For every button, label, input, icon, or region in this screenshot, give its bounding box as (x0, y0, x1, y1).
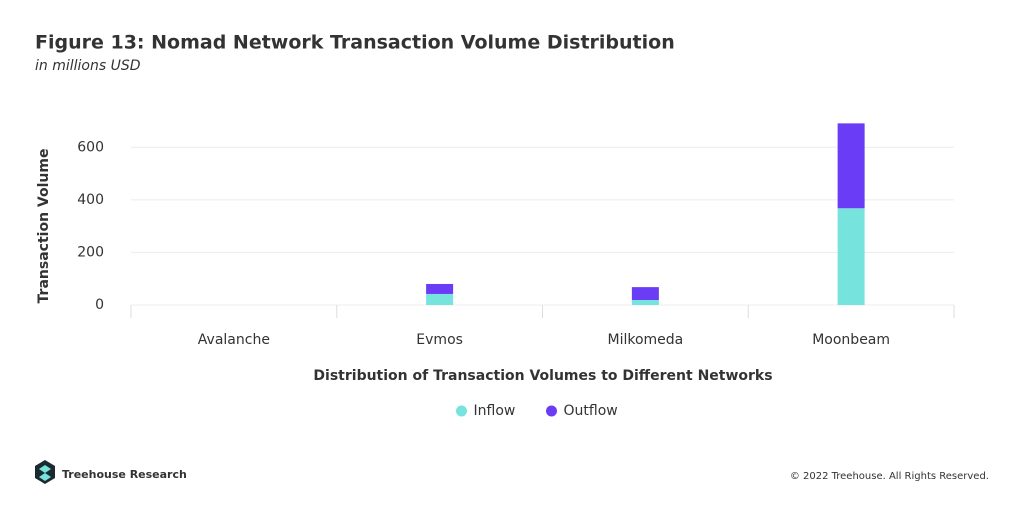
bar (631, 287, 659, 301)
y-tick-label: 200 (77, 244, 104, 260)
bar (837, 123, 865, 209)
y-tick-label: 400 (77, 192, 104, 208)
y-tick-label: 0 (95, 297, 104, 313)
x-tick-label: Moonbeam (812, 332, 890, 348)
copyright: © 2022 Treehouse. All Rights Reserved. (790, 471, 989, 482)
y-axis-label: Transaction Volume (36, 149, 52, 304)
legend-label[interactable]: Inflow (474, 403, 516, 419)
x-tick-label: Evmos (416, 332, 463, 348)
bar (426, 283, 454, 294)
bar (426, 293, 454, 305)
bar (631, 300, 659, 305)
x-tick-label: Avalanche (198, 332, 270, 348)
brand: Treehouse Research (62, 468, 187, 481)
x-tick-label: Milkomeda (608, 332, 684, 348)
x-axis-label: Distribution of Transaction Volumes to D… (313, 368, 772, 384)
logo (35, 460, 55, 484)
legend-label[interactable]: Outflow (564, 403, 618, 419)
chart-title: Figure 13: Nomad Network Transaction Vol… (35, 32, 675, 54)
bar (837, 208, 865, 305)
legend-marker[interactable] (456, 405, 467, 417)
chart-subtitle: in millions USD (35, 58, 141, 74)
y-tick-label: 600 (77, 139, 104, 155)
legend-marker[interactable] (546, 405, 557, 417)
